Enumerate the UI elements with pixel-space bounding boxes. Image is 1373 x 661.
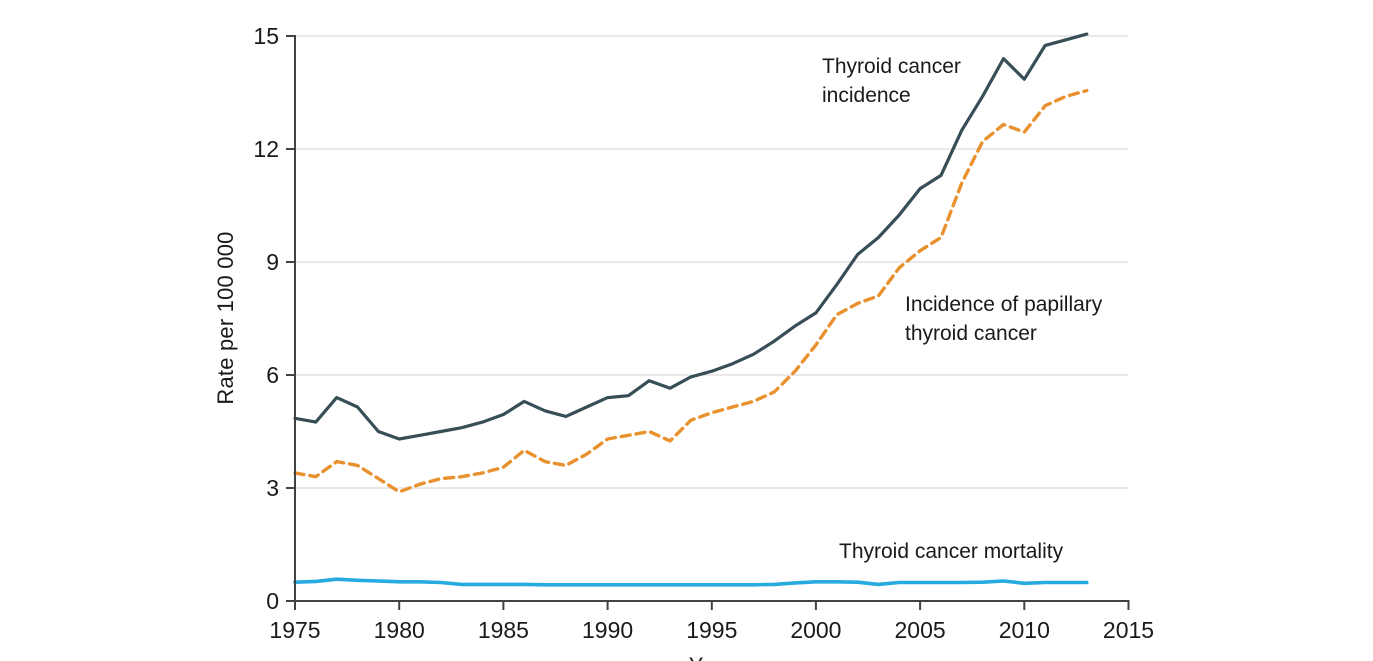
y-tick-label: 0 — [266, 588, 279, 614]
papillary-thyroid-cancer-incidence-line — [293, 88, 1089, 494]
x-tick-label: 2010 — [999, 617, 1050, 643]
series-label-papillary-line2: thyroid cancer — [905, 322, 1037, 345]
series-label-incidence: Thyroid cancer incidence — [822, 52, 961, 110]
series-label-papillary-line1: Incidence of papillary — [905, 293, 1103, 316]
x-tick-label: 2015 — [1103, 617, 1154, 643]
series-label-incidence-line1: Thyroid cancer — [822, 55, 961, 78]
y-tick-label: 6 — [266, 362, 279, 388]
series-label-incidence-line2: incidence — [822, 84, 911, 107]
series-label-mortality-line1: Thyroid cancer mortality — [839, 540, 1064, 563]
thyroid-cancer-incidence-line — [293, 32, 1089, 441]
x-tick-label: 1975 — [269, 617, 320, 643]
x-axis-title: Year — [689, 653, 733, 661]
series-label-papillary: Incidence of papillary thyroid cancer — [905, 290, 1102, 348]
series-label-mortality: Thyroid cancer mortality — [839, 537, 1063, 566]
y-tick-label: 3 — [266, 475, 279, 501]
x-tick-label: 2000 — [790, 617, 841, 643]
y-tick-label: 9 — [266, 249, 279, 275]
y-tick-label: 15 — [253, 23, 279, 49]
thyroid-cancer-mortality-line — [293, 577, 1089, 587]
y-axis-title: Rate per 100 000 — [213, 231, 238, 405]
y-tick-label: 12 — [253, 136, 279, 162]
x-tick-label: 1980 — [374, 617, 425, 643]
x-tick-label: 1990 — [582, 617, 633, 643]
x-tick-label: 1995 — [686, 617, 737, 643]
x-tick-label: 2005 — [895, 617, 946, 643]
x-tick-label: 1985 — [478, 617, 529, 643]
